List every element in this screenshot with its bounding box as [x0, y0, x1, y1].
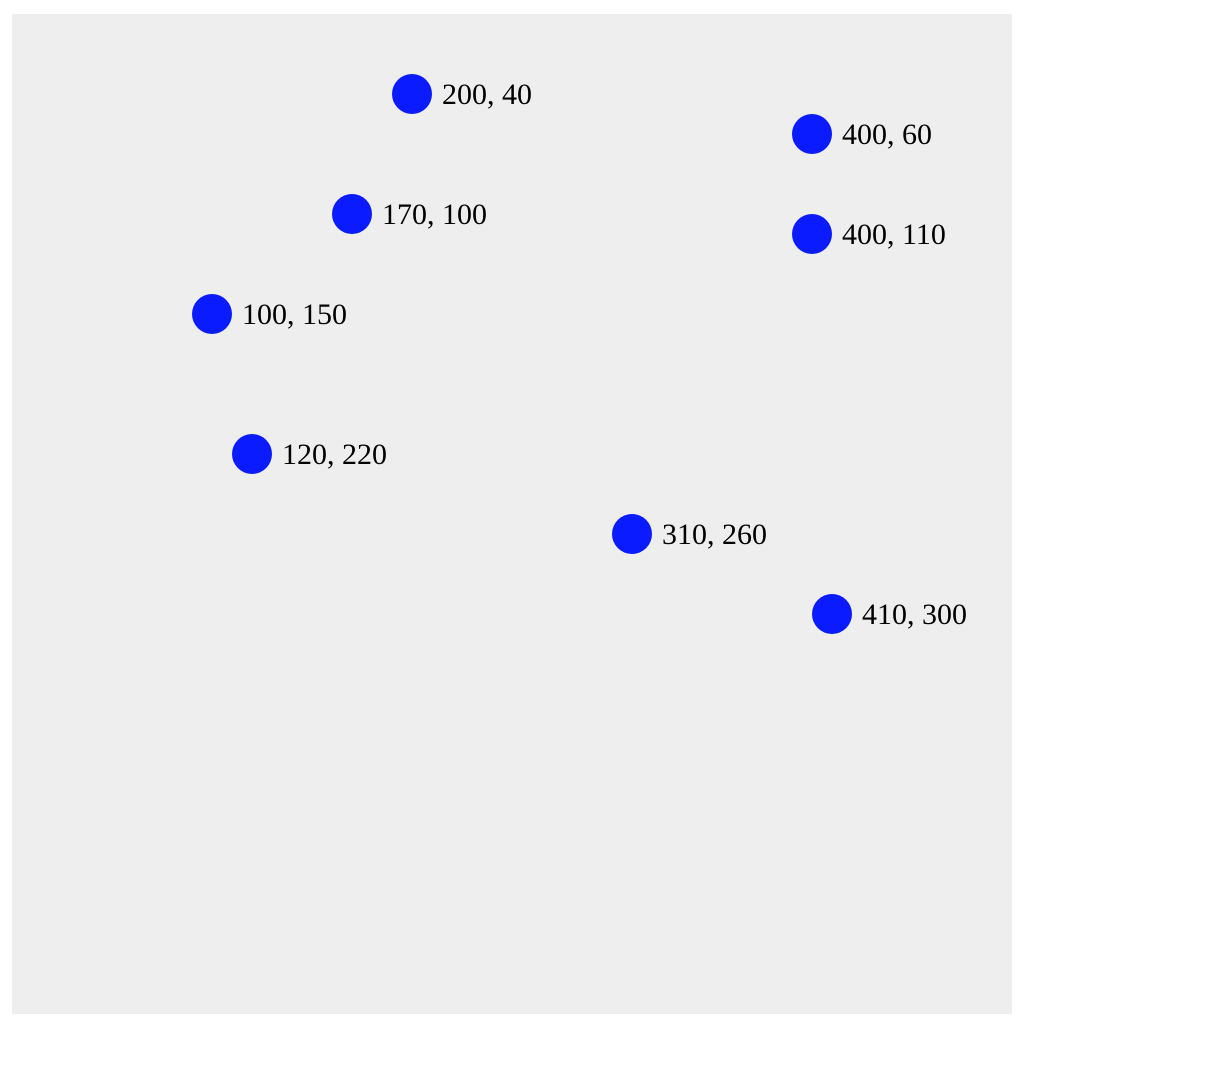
point-marker [232, 434, 272, 474]
point-marker [612, 514, 652, 554]
scatter-point-5: 120, 220 [232, 434, 387, 474]
point-label: 170, 100 [382, 198, 487, 231]
scatter-point-4: 100, 150 [192, 294, 347, 334]
point-marker [792, 114, 832, 154]
point-label: 120, 220 [282, 438, 387, 471]
point-marker [192, 294, 232, 334]
scatter-plot-area: 200, 40 400, 60 170, 100 400, 110 100, 150 12… [12, 14, 1012, 1014]
point-label: 200, 40 [442, 78, 532, 111]
scatter-point-0: 200, 40 [392, 74, 532, 114]
scatter-point-1: 400, 60 [792, 114, 932, 154]
point-label: 100, 150 [242, 298, 347, 331]
point-label: 310, 260 [662, 518, 767, 551]
point-label: 410, 300 [862, 598, 967, 631]
scatter-point-7: 410, 300 [812, 594, 967, 634]
scatter-point-6: 310, 260 [612, 514, 767, 554]
point-marker [812, 594, 852, 634]
point-marker [332, 194, 372, 234]
scatter-chart: 200, 40 400, 60 170, 100 400, 110 100, 150 12… [192, 74, 967, 634]
point-label: 400, 60 [842, 118, 932, 151]
scatter-point-2: 170, 100 [332, 194, 487, 234]
point-label: 400, 110 [842, 218, 946, 251]
point-marker [392, 74, 432, 114]
point-marker [792, 214, 832, 254]
scatter-point-3: 400, 110 [792, 214, 946, 254]
